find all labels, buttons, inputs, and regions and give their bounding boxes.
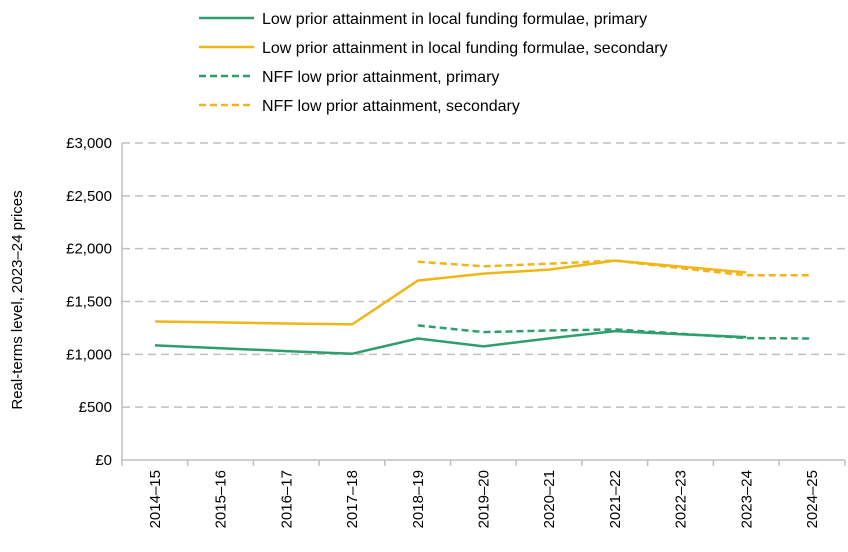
x-tick-label: 2020–21	[541, 470, 558, 528]
x-tick-label: 2014–15	[147, 470, 164, 528]
legend-label: Low prior attainment in local funding fo…	[262, 11, 647, 28]
gridlines	[122, 142, 845, 408]
series-line-2	[417, 324, 813, 340]
legend-label: Low prior attainment in local funding fo…	[262, 40, 668, 57]
x-tick-label: 2017–18	[344, 470, 361, 528]
y-tick-label: £2,000	[66, 241, 112, 258]
axes: £0 £500 £1,000 £1,500 £2,000 £2,500 £3,000 2014…	[66, 135, 846, 528]
x-tick-label: 2018–19	[410, 470, 427, 528]
y-tick-label: £1,000	[66, 346, 112, 363]
x-tick-label: 2022–23	[673, 470, 690, 528]
y-tick-label: £0	[95, 452, 112, 469]
y-tick-label: £3,000	[66, 135, 112, 152]
x-tick-label: 2019–20	[476, 470, 493, 528]
series-line-1	[154, 259, 747, 326]
y-tick-label: £500	[79, 399, 112, 416]
x-tick-label: 2016–17	[278, 470, 295, 528]
legend-label: NFF low prior attainment, primary	[262, 69, 499, 86]
y-tick-label: £2,500	[66, 188, 112, 205]
x-tick-label: 2015–16	[213, 470, 230, 528]
series-line-0	[154, 329, 747, 356]
x-tick-label: 2023–24	[738, 470, 755, 528]
legend-label: NFF low prior attainment, secondary	[262, 98, 520, 115]
series-lines	[154, 259, 813, 356]
y-tick-label: £1,500	[66, 294, 112, 311]
x-tick-label: 2024–25	[804, 470, 821, 528]
legend: Low prior attainment in local funding fo…	[199, 11, 668, 115]
y-axis-label: Real-terms level, 2023–24 prices	[9, 190, 26, 409]
x-tick-label: 2021–22	[607, 470, 624, 528]
